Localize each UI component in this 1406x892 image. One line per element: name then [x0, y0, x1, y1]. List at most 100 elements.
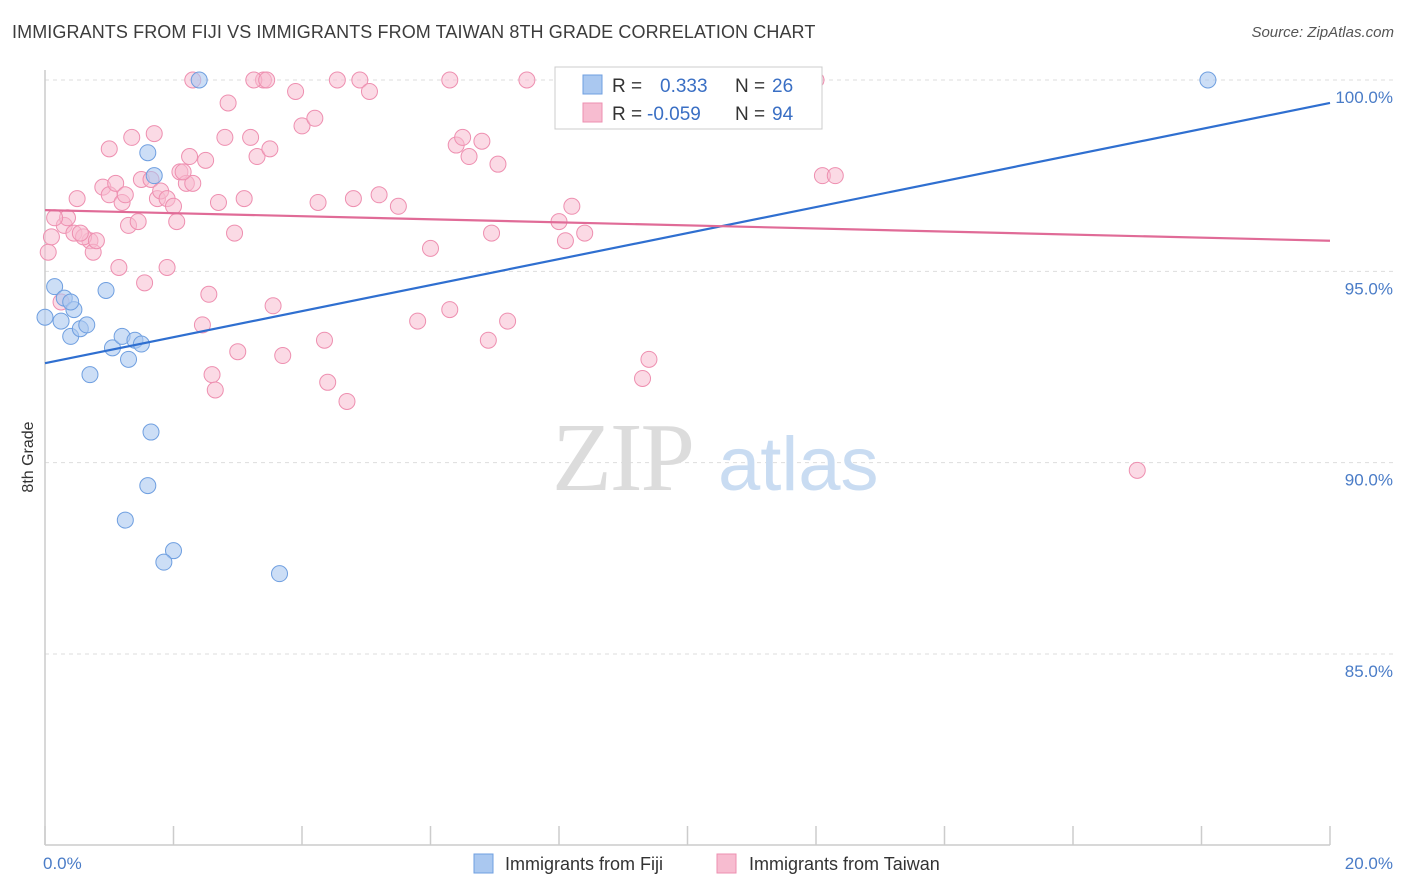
data-point-taiwan: [181, 148, 199, 166]
data-point-taiwan: [258, 71, 276, 89]
y-tick-label: 100.0%: [1335, 88, 1393, 107]
data-point-taiwan: [489, 155, 507, 173]
data-point-taiwan: [200, 285, 218, 303]
data-point-taiwan: [499, 312, 517, 330]
data-point-taiwan: [107, 174, 125, 192]
data-point-taiwan: [100, 140, 118, 158]
data-point-taiwan: [518, 71, 536, 89]
data-point-taiwan: [389, 197, 407, 215]
data-point-taiwan: [110, 259, 128, 277]
data-point-taiwan: [46, 209, 64, 227]
data-point-taiwan: [563, 197, 581, 215]
legend-r-label-taiwan: R =: [612, 104, 642, 125]
data-point-taiwan: [129, 213, 147, 231]
legend-n-value-fiji: 26: [772, 76, 793, 97]
data-point-taiwan: [370, 186, 388, 204]
data-point-taiwan: [460, 148, 478, 166]
data-point-taiwan: [174, 163, 192, 181]
watermark-zip: ZIP: [552, 404, 693, 512]
data-point-taiwan: [351, 71, 369, 89]
data-point-fiji: [155, 553, 173, 571]
data-point-taiwan: [454, 128, 472, 146]
data-point-taiwan: [293, 117, 311, 135]
axes: [44, 70, 1331, 846]
data-point-taiwan: [242, 128, 260, 146]
data-point-taiwan: [145, 125, 163, 143]
data-point-taiwan: [68, 190, 86, 208]
source-label: Source: ZipAtlas.com: [1251, 24, 1394, 41]
y-tick-label: 90.0%: [1345, 471, 1393, 490]
legend-n-label-taiwan: N =: [735, 104, 765, 125]
legend-n-value-taiwan: 94: [772, 104, 794, 125]
data-point-taiwan: [328, 71, 346, 89]
data-point-taiwan: [409, 312, 427, 330]
data-point-fiji: [81, 366, 99, 384]
series-fiji-points: [36, 71, 1217, 583]
data-point-taiwan: [338, 392, 356, 410]
tick-labels: 85.0% 90.0% 95.0% 100.0% 0.0% 20.0%: [43, 88, 1393, 873]
data-point-taiwan: [287, 82, 305, 100]
bottom-legend: Immigrants from Fiji Immigrants from Tai…: [473, 853, 940, 874]
data-point-taiwan: [229, 343, 247, 361]
data-point-taiwan: [309, 193, 327, 211]
data-point-fiji: [139, 477, 157, 495]
data-point-taiwan: [634, 369, 652, 387]
data-point-fiji: [52, 312, 70, 330]
bottom-legend-swatch-taiwan: [716, 853, 737, 874]
watermark-atlas: atlas: [718, 422, 879, 507]
data-point-taiwan: [640, 350, 658, 368]
data-point-taiwan: [826, 167, 844, 185]
series-taiwan-points: [39, 71, 1146, 479]
data-point-taiwan: [39, 243, 57, 261]
data-point-taiwan: [165, 197, 182, 215]
bottom-legend-label-fiji: Immigrants from Fiji: [505, 854, 663, 874]
y-axis-label: 8th Grade: [20, 421, 37, 492]
data-point-taiwan: [203, 366, 221, 384]
data-point-taiwan: [184, 174, 202, 192]
data-point-taiwan: [479, 331, 497, 349]
data-point-fiji: [142, 423, 160, 441]
trend-lines: [44, 101, 1331, 365]
trend-line-taiwan: [44, 209, 1331, 242]
chart-title: IMMIGRANTS FROM FIJI VS IMMIGRANTS FROM …: [12, 22, 816, 42]
x-tick-label: 20.0%: [1345, 854, 1393, 873]
data-point-taiwan: [87, 232, 105, 250]
data-point-taiwan: [360, 82, 378, 100]
data-point-taiwan: [168, 213, 186, 231]
data-point-taiwan: [441, 71, 459, 89]
data-point-fiji: [145, 167, 163, 185]
data-point-taiwan: [219, 94, 237, 112]
data-point-taiwan: [473, 132, 491, 150]
data-point-fiji: [116, 511, 134, 529]
data-point-fiji: [78, 316, 96, 334]
data-point-taiwan: [422, 239, 439, 257]
data-point-taiwan: [206, 381, 224, 399]
data-point-taiwan: [216, 128, 234, 146]
bottom-legend-swatch-fiji: [473, 853, 494, 874]
trend-line-fiji: [44, 101, 1331, 365]
data-point-taiwan: [441, 301, 459, 319]
data-point-fiji: [190, 71, 208, 89]
data-point-taiwan: [261, 140, 279, 158]
data-point-taiwan: [264, 297, 282, 315]
legend-r-label-fiji: R =: [612, 76, 642, 97]
data-point-taiwan: [235, 190, 253, 208]
data-point-taiwan: [71, 224, 89, 242]
data-point-fiji: [271, 565, 289, 583]
data-point-taiwan: [248, 148, 266, 166]
gridlines: [45, 79, 1395, 655]
data-point-taiwan: [274, 347, 292, 365]
data-point-taiwan: [315, 331, 333, 349]
data-point-taiwan: [197, 151, 215, 169]
data-point-taiwan: [42, 228, 60, 246]
y-tick-label: 95.0%: [1345, 279, 1393, 298]
data-point-taiwan: [136, 274, 154, 292]
data-point-fiji: [165, 542, 182, 560]
data-point-taiwan: [576, 224, 594, 242]
data-point-taiwan: [123, 128, 141, 146]
data-point-fiji: [1199, 71, 1217, 89]
data-point-fiji: [97, 281, 115, 299]
legend-r-value-taiwan: -0.059: [647, 104, 701, 125]
data-point-fiji: [139, 144, 157, 162]
data-point-taiwan: [319, 373, 337, 391]
